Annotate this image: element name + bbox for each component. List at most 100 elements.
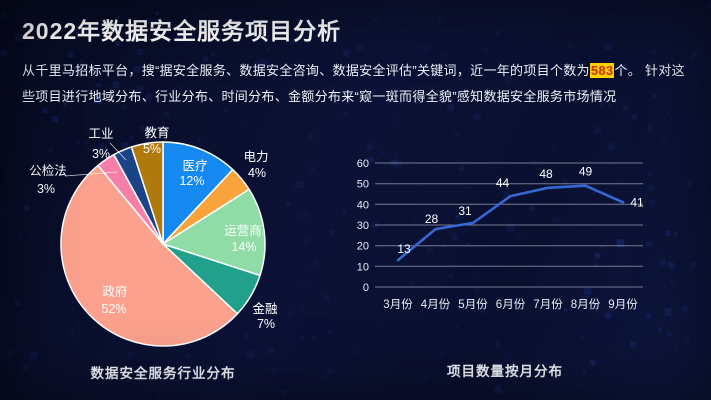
texture-pixel bbox=[112, 81, 120, 88]
texture-pixel bbox=[667, 332, 672, 337]
texture-pixel bbox=[499, 390, 504, 395]
texture-pixel bbox=[27, 237, 31, 241]
pie-slice-2 bbox=[162, 188, 266, 277]
texture-pixel bbox=[127, 352, 133, 358]
data-label: 49 bbox=[579, 165, 593, 179]
texture-pixel bbox=[505, 351, 512, 359]
texture-pixel bbox=[684, 339, 690, 344]
texture-pixel bbox=[515, 232, 522, 239]
texture-pixel bbox=[421, 46, 425, 49]
texture-pixel bbox=[213, 372, 217, 376]
texture-pixel bbox=[423, 46, 430, 54]
texture-pixel bbox=[632, 114, 637, 120]
texture-pixel bbox=[291, 39, 297, 45]
intro-text-before: 从千里马招标平台，搜“据安全服务、数据安全咨询、数据安全评估”关键词，近一年的项… bbox=[22, 63, 590, 78]
texture-pixel bbox=[294, 2, 300, 7]
texture-pixel bbox=[288, 310, 294, 316]
texture-pixel bbox=[330, 229, 336, 235]
texture-pixel bbox=[665, 230, 671, 236]
highlight-count: 583 bbox=[589, 63, 615, 78]
pie-slice-value-label: 52% bbox=[101, 302, 126, 316]
texture-pixel bbox=[603, 120, 609, 126]
texture-pixel bbox=[210, 51, 216, 56]
texture-pixel bbox=[452, 235, 458, 241]
y-tick-label: 20 bbox=[357, 241, 369, 253]
texture-pixel bbox=[646, 313, 652, 319]
slide-title: 2022年数据安全服务项目分析 bbox=[22, 18, 342, 44]
texture-pixel bbox=[277, 141, 284, 148]
texture-pixel bbox=[566, 195, 570, 199]
texture-pixel bbox=[368, 141, 376, 150]
pie-slice-7 bbox=[130, 141, 164, 245]
texture-pixel bbox=[33, 361, 40, 367]
texture-pixel bbox=[155, 11, 159, 15]
pie-slice-name-label: 金融 bbox=[252, 301, 278, 316]
texture-pixel bbox=[400, 27, 405, 32]
texture-pixel bbox=[51, 116, 59, 123]
texture-pixel bbox=[458, 165, 465, 172]
texture-pixel bbox=[494, 341, 501, 348]
texture-pixel bbox=[448, 273, 453, 278]
texture-pixel bbox=[692, 49, 700, 57]
texture-pixel bbox=[595, 305, 598, 308]
texture-pixel bbox=[368, 156, 375, 163]
texture-pixel bbox=[381, 150, 386, 155]
texture-pixel bbox=[452, 346, 456, 350]
texture-pixel bbox=[454, 132, 459, 137]
texture-pixel bbox=[42, 108, 48, 114]
texture-pixel bbox=[147, 124, 155, 131]
texture-pixel bbox=[414, 217, 417, 221]
texture-pixel bbox=[505, 76, 512, 84]
texture-pixel bbox=[562, 179, 568, 185]
texture-pixel bbox=[357, 350, 362, 354]
texture-pixel bbox=[293, 185, 297, 189]
texture-pixel bbox=[18, 234, 24, 240]
texture-pixel bbox=[690, 262, 696, 268]
pie-leader-line-judiciary bbox=[64, 171, 118, 177]
texture-pixel bbox=[328, 330, 332, 334]
texture-pixel bbox=[373, 17, 378, 22]
texture-pixel bbox=[179, 87, 183, 90]
texture-pixel bbox=[451, 362, 455, 366]
pie-chart-title: 数据安全服务行业分布 bbox=[90, 366, 236, 381]
texture-pixel bbox=[582, 370, 587, 375]
texture-pixel bbox=[246, 350, 254, 358]
texture-pixel bbox=[244, 333, 249, 338]
texture-pixel bbox=[53, 209, 57, 213]
texture-pixel bbox=[247, 53, 253, 59]
texture-pixel bbox=[223, 109, 227, 113]
texture-pixel bbox=[465, 41, 469, 45]
texture-pixel bbox=[371, 221, 378, 228]
texture-pixel bbox=[668, 117, 674, 123]
texture-pixel bbox=[270, 368, 276, 373]
texture-pixel bbox=[456, 305, 461, 311]
texture-pixel bbox=[367, 156, 375, 165]
texture-pixel bbox=[668, 262, 674, 268]
texture-pixel bbox=[319, 118, 323, 122]
texture-pixel bbox=[566, 44, 572, 50]
texture-pixel bbox=[365, 144, 373, 152]
texture-pixel bbox=[367, 300, 371, 305]
texture-pixel bbox=[455, 215, 463, 224]
texture-pixel bbox=[125, 378, 130, 382]
texture-pixel bbox=[455, 214, 459, 219]
texture-pixel bbox=[301, 210, 310, 218]
texture-pixel bbox=[394, 70, 401, 77]
texture-pixel bbox=[579, 295, 585, 301]
texture-pixel bbox=[647, 172, 653, 177]
texture-pixel bbox=[646, 241, 652, 247]
texture-pixel bbox=[302, 284, 307, 289]
texture-pixel bbox=[14, 300, 21, 306]
texture-pixel bbox=[145, 93, 153, 100]
texture-pixel bbox=[408, 128, 412, 132]
texture-pixel bbox=[67, 51, 74, 58]
x-tick-label: 3月份 bbox=[383, 298, 413, 311]
texture-pixel bbox=[323, 293, 331, 301]
texture-pixel bbox=[261, 29, 266, 34]
texture-pixel bbox=[24, 205, 30, 211]
texture-pixel bbox=[76, 140, 81, 144]
data-label: 41 bbox=[630, 195, 644, 209]
texture-pixel bbox=[468, 370, 474, 376]
texture-pixel bbox=[551, 146, 555, 151]
texture-pixel bbox=[22, 363, 30, 371]
